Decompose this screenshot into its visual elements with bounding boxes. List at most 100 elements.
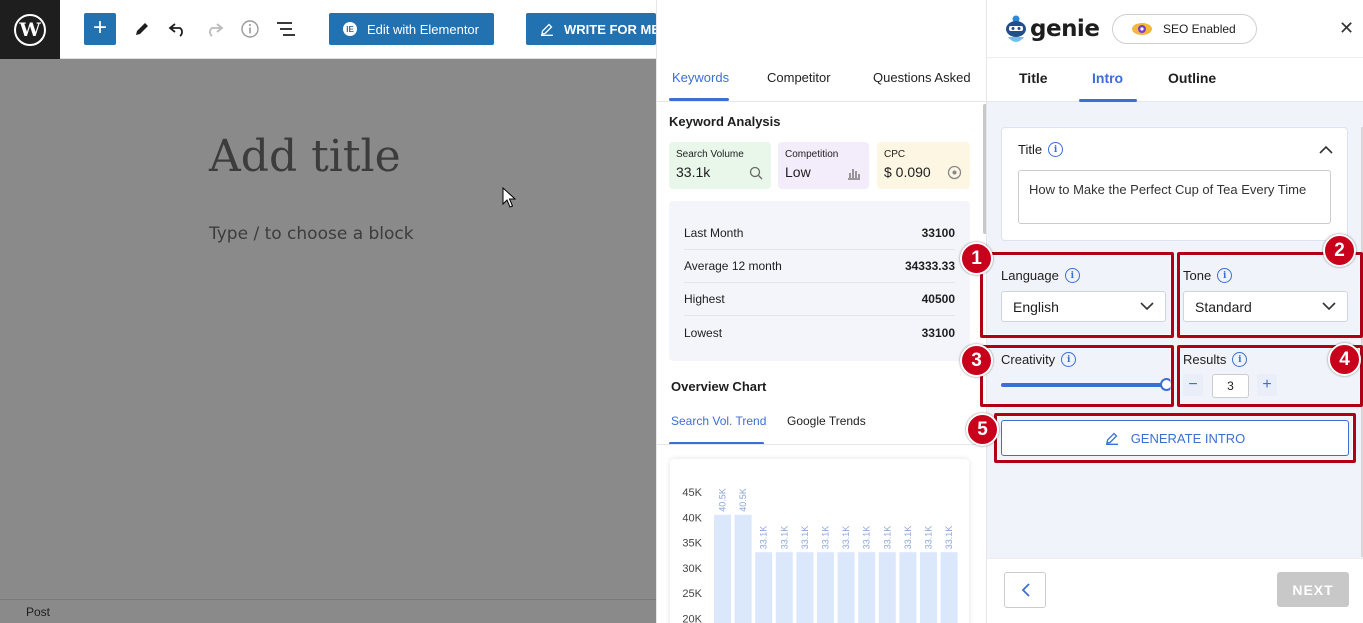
stat-value: 40500 — [921, 292, 955, 306]
tab-questions-asked[interactable]: Questions Asked — [873, 70, 971, 85]
write-for-me-button[interactable]: WRITE FOR ME — [526, 13, 656, 45]
genie-mascot-icon — [1006, 15, 1026, 42]
chart-bar[interactable] — [775, 552, 793, 623]
y-tick-label: 30K — [682, 563, 702, 575]
chevron-left-icon — [1021, 583, 1030, 597]
tab-title[interactable]: Title — [1019, 70, 1048, 86]
genie-header: genie SEO Enabled ✕ — [987, 0, 1363, 58]
bar-data-label: 33.1K — [924, 526, 934, 550]
language-field-label: Language i — [1001, 268, 1080, 283]
close-icon[interactable]: ✕ — [1339, 18, 1355, 38]
pen-icon — [541, 23, 553, 36]
chart-bar[interactable] — [714, 514, 731, 623]
pencil-icon — [136, 23, 148, 35]
annotation-badge-2: 2 — [1323, 234, 1356, 267]
chart-bar[interactable] — [817, 552, 834, 623]
seo-enabled-badge[interactable]: SEO Enabled — [1112, 14, 1257, 44]
redo-button[interactable] — [199, 14, 229, 44]
add-block-button[interactable]: + — [84, 13, 116, 45]
tab-google-trends[interactable]: Google Trends — [787, 414, 866, 428]
info-icon[interactable]: i — [1048, 142, 1064, 157]
block-appender[interactable]: Type / to choose a block — [209, 224, 414, 244]
metric-value: Low — [785, 164, 811, 180]
creativity-label-text: Creativity — [1001, 352, 1056, 367]
info-icon[interactable]: i — [1232, 352, 1248, 367]
results-input[interactable]: 3 — [1212, 374, 1249, 398]
chart-bar[interactable] — [940, 552, 958, 623]
chart-bar[interactable] — [878, 552, 896, 623]
info-icon[interactable]: i — [1061, 352, 1077, 367]
tab-competitor[interactable]: Competitor — [767, 70, 831, 85]
genie-panel: genie SEO Enabled ✕ Title Intro Outline … — [986, 0, 1363, 623]
bar-data-label: 40.5K — [738, 488, 748, 512]
chart-bar[interactable] — [734, 514, 752, 623]
search-icon — [749, 166, 763, 180]
tab-outline[interactable]: Outline — [1168, 70, 1217, 86]
chevron-down-icon — [1140, 302, 1154, 311]
stat-label: Last Month — [684, 226, 744, 240]
bar-data-label: 33.1K — [821, 526, 831, 550]
keyword-stats-table: Last Month 33100 Average 12 month 34333.… — [669, 201, 970, 361]
results-increment-button[interactable]: + — [1257, 374, 1277, 396]
language-label-text: Language — [1001, 268, 1059, 283]
chart-bar[interactable] — [796, 552, 814, 623]
metric-search-volume: Search Volume 33.1k — [669, 142, 771, 189]
chart-bar[interactable] — [920, 552, 937, 623]
stat-label: Lowest — [684, 325, 723, 340]
language-select[interactable]: English — [1001, 291, 1166, 322]
next-button[interactable]: NEXT — [1277, 572, 1349, 607]
genie-logo-text: genie — [1030, 16, 1100, 42]
info-icon[interactable]: i — [1217, 268, 1233, 283]
title-label-text: Title — [1018, 142, 1043, 157]
genie-panel-scrollbar[interactable] — [1361, 127, 1363, 557]
keyword-panel: Keywords Competitor Questions Asked Keyw… — [656, 0, 986, 623]
results-decrement-button[interactable]: − — [1183, 374, 1203, 396]
annotation-box-3 — [980, 345, 1174, 407]
keyword-panel-scrollbar[interactable] — [983, 104, 986, 234]
editor-canvas[interactable]: Add title Type / to choose a block — [0, 59, 656, 599]
title-textarea[interactable]: How to Make the Perfect Cup of Tea Every… — [1018, 170, 1331, 224]
wordpress-logo-button[interactable]: W — [0, 0, 60, 59]
bar-data-label: 33.1K — [903, 526, 913, 550]
post-title-field[interactable]: Add title — [209, 131, 401, 182]
tab-search-vol-trend[interactable]: Search Vol. Trend — [671, 414, 767, 428]
metric-competition: Competition Low — [778, 142, 869, 189]
intro-form: Title i How to Make the Perfect Cup of T… — [987, 102, 1363, 558]
generate-intro-button[interactable]: GENERATE INTRO — [1001, 420, 1349, 456]
info-icon[interactable]: i — [1064, 268, 1080, 283]
stat-row-average: Average 12 month 34333.33 — [684, 250, 955, 283]
annotation-badge-5: 5 — [966, 413, 999, 446]
edit-with-elementor-button[interactable]: IE Edit with Elementor — [329, 13, 494, 45]
details-button[interactable] — [235, 14, 265, 44]
active-chart-tab-indicator — [669, 442, 764, 445]
tab-keywords[interactable]: Keywords — [672, 70, 730, 85]
chart-tab-divider — [657, 444, 986, 445]
active-genie-tab-indicator — [1079, 99, 1137, 102]
info-circle-icon — [241, 20, 259, 38]
breadcrumb-post[interactable]: Post — [26, 605, 51, 619]
mouse-cursor-icon — [502, 187, 516, 208]
metric-label: Search Volume — [676, 149, 744, 160]
edit-tools-button[interactable] — [127, 14, 157, 44]
bar-data-label: 40.5K — [718, 488, 728, 512]
back-button[interactable] — [1004, 572, 1046, 608]
bar-data-label: 33.1K — [882, 526, 892, 550]
metric-value: 33.1k — [676, 164, 711, 180]
chevron-up-icon[interactable] — [1319, 145, 1333, 154]
bar-data-label: 33.1K — [779, 526, 789, 550]
active-tab-indicator — [669, 98, 729, 101]
undo-button[interactable] — [163, 14, 193, 44]
creativity-slider-track[interactable] — [1001, 383, 1167, 387]
annotation-box-5 — [994, 413, 1356, 463]
overview-chart-title: Overview Chart — [671, 379, 767, 394]
chart-bar[interactable] — [858, 552, 876, 623]
breadcrumb-status-bar[interactable]: Post — [0, 599, 656, 623]
tone-select[interactable]: Standard — [1183, 291, 1348, 322]
chart-bar[interactable] — [755, 552, 773, 623]
y-tick-label: 20K — [682, 614, 702, 623]
list-view-button[interactable] — [271, 14, 301, 44]
chart-bar[interactable] — [899, 552, 917, 623]
tab-intro[interactable]: Intro — [1092, 70, 1124, 86]
write-for-me-label: WRITE FOR ME — [564, 21, 656, 37]
chart-bar[interactable] — [837, 552, 855, 623]
